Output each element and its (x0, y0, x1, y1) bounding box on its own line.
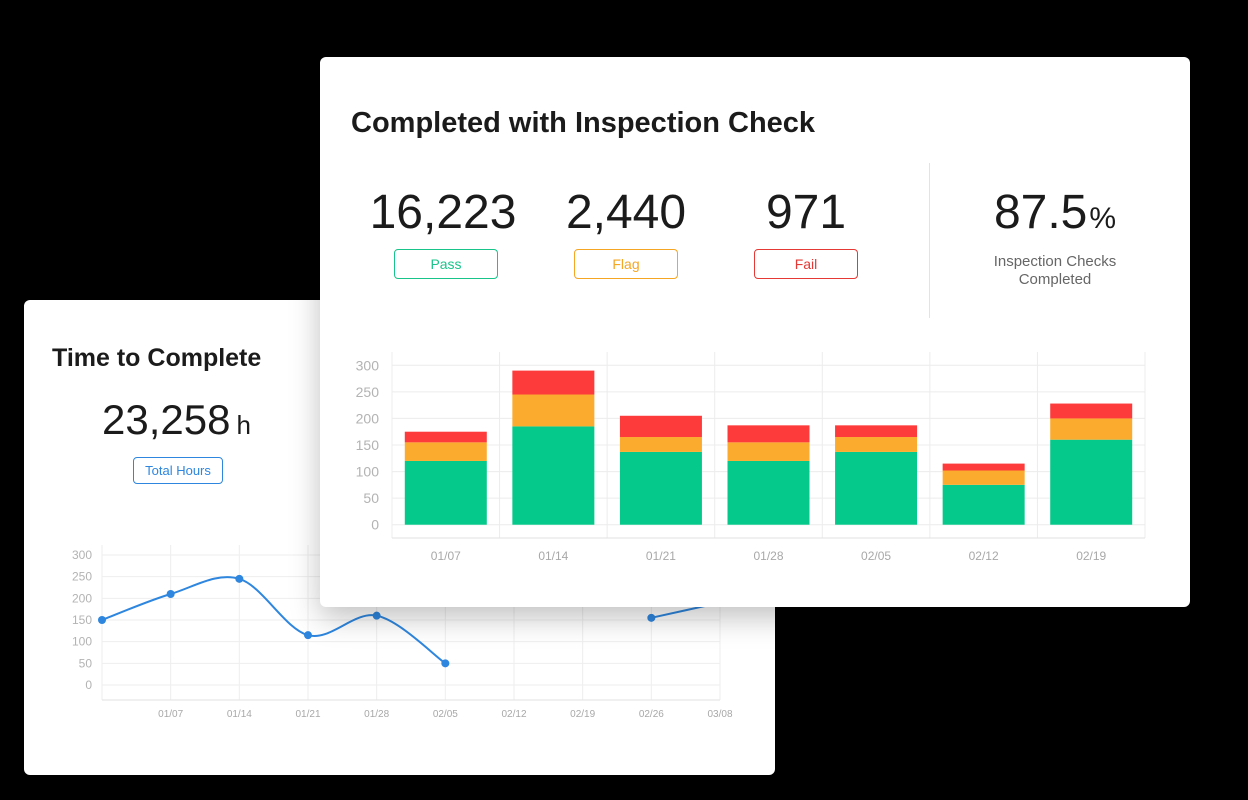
bar-segment-flag (942, 470, 1025, 485)
y-tick-label: 0 (85, 678, 92, 692)
x-tick-label: 01/21 (646, 549, 676, 563)
completed-percent-label: Inspection Checks Completed (993, 253, 1117, 288)
stats-divider (929, 163, 930, 318)
y-tick-label: 250 (72, 570, 92, 584)
x-tick-label: 02/19 (1076, 549, 1106, 563)
y-tick-label: 200 (72, 591, 92, 605)
total-hours-unit: h (236, 410, 251, 440)
line-point (372, 611, 381, 620)
y-tick-label: 0 (371, 517, 379, 533)
x-tick-label: 02/12 (501, 709, 526, 720)
x-tick-label: 01/28 (364, 709, 389, 720)
y-tick-label: 150 (72, 613, 92, 627)
fail-count: 971 (765, 186, 847, 239)
total-hours-badge[interactable]: Total Hours (133, 457, 223, 484)
total-hours-number: 23,258 (102, 396, 231, 443)
bar-segment-fail (619, 415, 702, 438)
y-tick-label: 100 (356, 464, 380, 480)
flag-badge[interactable]: Flag (574, 249, 678, 279)
inspection-bar-chart: 0 50 100 150 200 250 300 01/07 01/14 01/21 01/28 02… (356, 352, 1146, 563)
x-tick-label: 02/19 (570, 709, 595, 720)
line-point (441, 659, 450, 668)
x-tick-label: 01/21 (295, 709, 320, 720)
bar-segment-flag (404, 442, 487, 461)
line-point (166, 590, 175, 598)
bar-segment-pass (404, 460, 487, 525)
bar-segment-fail (727, 425, 810, 443)
bar-segment-flag (835, 437, 918, 452)
x-tick-label: 03/08 (707, 709, 732, 720)
bar-segment-pass (835, 451, 918, 525)
bar-segment-flag (512, 394, 595, 427)
bar-segment-pass (942, 484, 1025, 525)
bar-segment-fail (1050, 403, 1133, 419)
line-point (304, 631, 312, 640)
x-tick-label: 01/07 (158, 709, 183, 720)
y-tick-label: 300 (72, 548, 92, 562)
x-tick-label: 02/26 (639, 709, 664, 720)
x-tick-label: 01/14 (538, 549, 568, 563)
bar-segment-pass (619, 451, 702, 525)
y-tick-label: 250 (356, 384, 380, 400)
bar-segment-pass (512, 426, 595, 525)
completed-percent: 87.5% (960, 185, 1150, 240)
x-tick-label: 01/14 (227, 709, 252, 720)
x-tick-label: 01/07 (431, 549, 461, 563)
y-tick-label: 200 (356, 410, 380, 426)
x-tick-label: 02/05 (861, 549, 891, 563)
bar-segment-pass (727, 460, 810, 525)
pass-badge[interactable]: Pass (394, 249, 498, 279)
completed-percent-sign: % (1089, 202, 1117, 235)
bar-segment-fail (404, 431, 487, 443)
bar-segment-fail (942, 463, 1025, 471)
time-card-title: Time to Complete (52, 344, 262, 372)
bar-segment-fail (512, 370, 595, 395)
x-tick-label: 01/28 (753, 549, 783, 563)
line-point (647, 613, 656, 622)
line-point (235, 574, 244, 583)
y-tick-label: 300 (356, 357, 380, 373)
x-tick-label: 02/05 (433, 709, 458, 720)
y-tick-label: 100 (72, 635, 92, 649)
flag-count: 2,440 (565, 186, 687, 239)
bar-segment-flag (619, 437, 702, 452)
inspection-check-card: Completed with Inspection Check 16,223 2… (320, 57, 1190, 607)
bar-segment-flag (1050, 418, 1133, 440)
pass-count: 16,223 (369, 186, 517, 239)
completed-percent-number: 87.5 (993, 186, 1088, 239)
y-tick-label: 50 (363, 490, 379, 506)
bar-segment-fail (835, 425, 918, 438)
x-tick-label: 02/12 (969, 549, 999, 563)
bar-segment-flag (727, 442, 810, 461)
y-tick-label: 150 (356, 437, 380, 453)
total-hours-value: 23,258 h (102, 396, 251, 444)
y-tick-label: 50 (79, 656, 93, 670)
fail-badge[interactable]: Fail (754, 249, 858, 279)
bar-segment-pass (1050, 439, 1133, 525)
line-point (98, 616, 106, 624)
inspection-card-title: Completed with Inspection Check (351, 107, 816, 139)
